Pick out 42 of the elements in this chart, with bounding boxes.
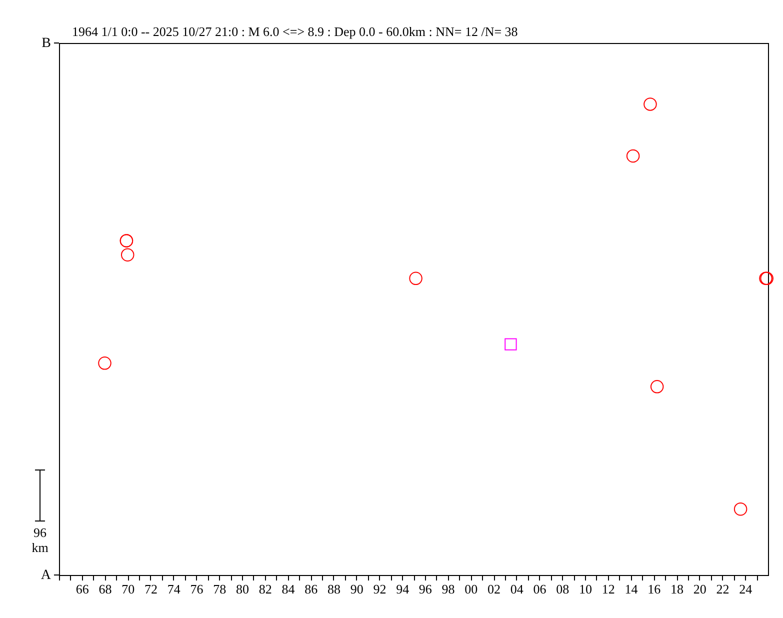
point	[504, 338, 517, 350]
point	[120, 248, 134, 262]
x-tick-label: 70	[122, 582, 135, 596]
x-tick-label: 14	[624, 582, 638, 596]
x-tick-label: 78	[213, 582, 226, 596]
x-tick-label: 10	[579, 582, 592, 596]
point	[650, 380, 664, 394]
text: A	[40, 568, 52, 583]
x-tick-label: 74	[167, 582, 181, 596]
point	[98, 356, 112, 370]
x-tick-label: 12	[602, 582, 615, 596]
point	[626, 149, 640, 163]
x-tick-label: 04	[510, 582, 524, 596]
x-tick-label: 24	[739, 582, 753, 596]
x-tick-label: 82	[258, 582, 272, 596]
x-tick-label: 72	[144, 582, 158, 596]
x-tick-label: 92	[373, 582, 386, 596]
x-tick-label: 68	[98, 582, 112, 596]
text: 96 km	[32, 525, 48, 555]
x-tick-label: 02	[488, 582, 501, 596]
x-tick-label: 96	[418, 582, 432, 596]
x-tick-label: 06	[533, 582, 547, 596]
x-tick-label: 76	[190, 582, 204, 596]
chart-title: 1964 1/1 0:0 -- 2025 10/27 21:0 : M 6.0 <=> 8.9 : Dep 0.0 - 60.0km : NN= 12 /N= 38	[72, 24, 518, 39]
text: B	[42, 36, 51, 51]
x-tick-label: 98	[442, 582, 455, 596]
x-tick-label: 66	[76, 582, 90, 596]
point	[734, 502, 748, 516]
x-tick-label: 22	[716, 582, 730, 596]
x-tick-label: 90	[350, 582, 364, 596]
point	[409, 272, 422, 286]
point	[644, 98, 657, 111]
x-tick-label: 18	[670, 582, 684, 596]
x-tick-label: 00	[464, 582, 478, 596]
x-tick-label: 08	[556, 582, 570, 596]
x-tick-label: 16	[648, 582, 662, 596]
x-tick-label: 80	[236, 582, 249, 596]
x-tick-label: 84	[282, 582, 296, 596]
x-tick-label: 86	[304, 582, 318, 596]
x-tick-label: 88	[327, 582, 340, 596]
x-tick-label: 94	[396, 582, 410, 596]
x-tick-label: 20	[693, 582, 706, 596]
